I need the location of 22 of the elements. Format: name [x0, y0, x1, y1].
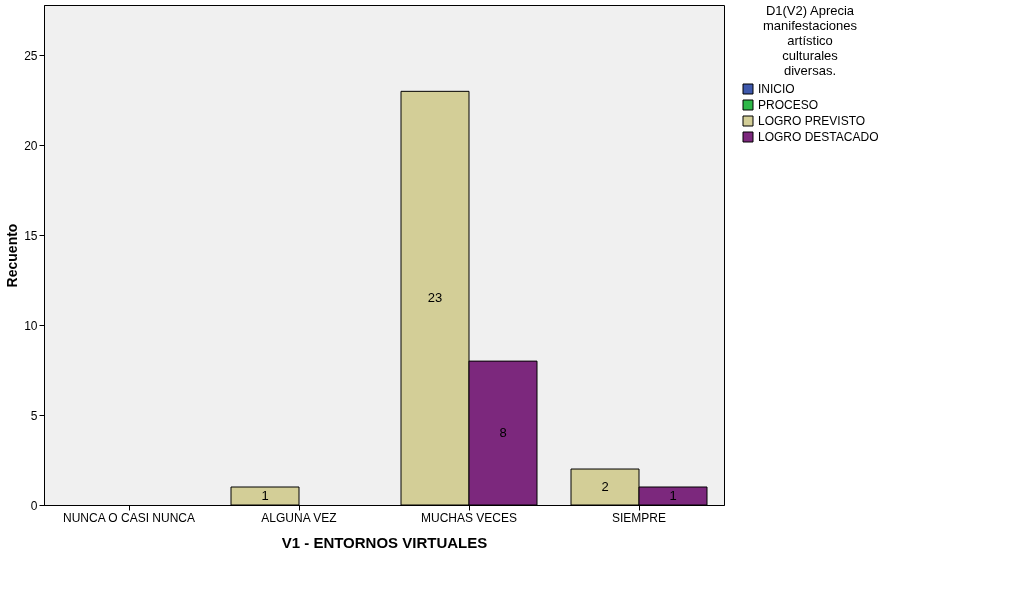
y-tick-label: 10	[24, 318, 38, 333]
x-axis-title: V1 - ENTORNOS VIRTUALES	[281, 533, 488, 551]
y-tick-label: 25	[24, 48, 38, 63]
legend-label: INICIO	[758, 82, 795, 96]
legend-label: LOGRO DESTACADO	[758, 130, 879, 144]
x-tick-label: NUNCA O CASI NUNCA	[62, 510, 196, 525]
data-label: 8	[499, 425, 507, 441]
y-tick-label: 20	[24, 138, 38, 153]
y-tick-label: 15	[24, 228, 38, 243]
x-tick-label: ALGUNA VEZ	[261, 510, 337, 525]
data-label: 2	[601, 479, 609, 495]
x-tick-label: SIEMPRE	[611, 510, 667, 525]
legend-label: LOGRO PREVISTO	[758, 114, 866, 128]
y-tick-label: 5	[30, 408, 38, 423]
y-axis-title: Recuento	[4, 223, 21, 288]
data-label: 23	[427, 290, 443, 306]
data-label: 1	[261, 488, 269, 504]
legend-title: D1(V2) Aprecia manifestaciones artístico culturales diversas.	[763, 3, 858, 78]
legend-label: PROCESO	[758, 98, 819, 112]
y-tick-label: 0	[30, 498, 38, 513]
data-label: 1	[669, 488, 677, 504]
x-tick-label: MUCHAS VECES	[420, 510, 518, 525]
